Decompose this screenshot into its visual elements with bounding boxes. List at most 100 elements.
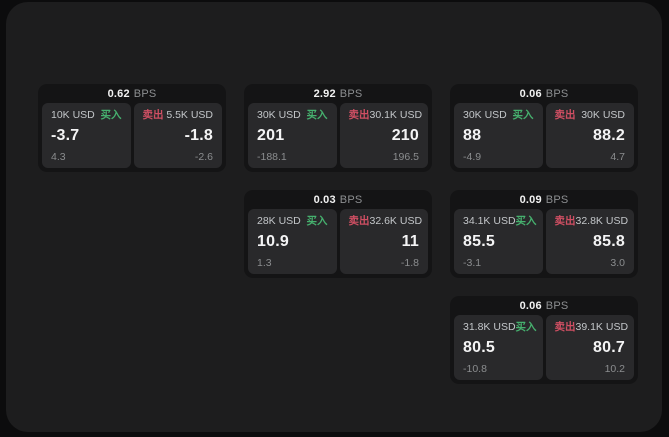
sell-tile-header: 卖出 32.6K USD (348, 215, 423, 227)
sell-delta: 4.7 (610, 150, 625, 163)
sell-side-label: 卖出 (348, 215, 370, 227)
quote-card-grid: 0.62 BPS 10K USD 买入 -3.7 4.3 卖出 5.5K USD… (38, 84, 638, 384)
buy-price: 201 (257, 127, 285, 144)
sell-tile-header: 卖出 30K USD (555, 110, 626, 121)
sell-side-label: 卖出 (142, 109, 164, 121)
trading-panel: 0.62 BPS 10K USD 买入 -3.7 4.3 卖出 5.5K USD… (6, 2, 662, 432)
sell-side-label: 卖出 (554, 215, 576, 227)
buy-price: 10.9 (257, 233, 289, 250)
quote-card-body: 10K USD 买入 -3.7 4.3 卖出 5.5K USD -1.8 -2.… (42, 103, 222, 168)
buy-tile[interactable]: 30K USD 买入 88 -4.9 (454, 103, 543, 168)
sell-amount: 32.8K USD (575, 215, 629, 227)
bps-value: 0.06 (519, 299, 542, 312)
sell-delta: -2.6 (194, 150, 213, 163)
quote-card: 0.09 BPS 34.1K USD 买入 85.5 -3.1 卖出 32.8K… (450, 190, 638, 278)
sell-price: 11 (401, 233, 419, 250)
buy-amount: 30K USD (463, 109, 507, 121)
buy-tile[interactable]: 34.1K USD 买入 85.5 -3.1 (454, 209, 543, 274)
sell-tile-header: 卖出 32.8K USD (554, 215, 629, 227)
bps-unit-label: BPS (133, 87, 157, 100)
bps-unit-label: BPS (339, 87, 363, 100)
quote-card: 0.06 BPS 31.8K USD 买入 80.5 -10.8 卖出 39.1… (450, 296, 638, 384)
sell-price: 210 (391, 127, 419, 144)
sell-tile[interactable]: 卖出 30.1K USD 210 196.5 (339, 103, 428, 168)
sell-amount: 5.5K USD (166, 109, 213, 121)
sell-side-label: 卖出 (554, 321, 576, 333)
sell-amount: 30.1K USD (369, 109, 423, 121)
buy-side-label: 买入 (515, 321, 537, 333)
quote-card-body: 31.8K USD 买入 80.5 -10.8 卖出 39.1K USD 80.… (454, 315, 634, 380)
sell-delta: 10.2 (604, 362, 625, 375)
buy-amount: 30K USD (257, 109, 301, 121)
sell-tile[interactable]: 卖出 32.6K USD 11 -1.8 (339, 209, 428, 274)
bps-value: 2.92 (313, 87, 336, 100)
quote-card-body: 34.1K USD 买入 85.5 -3.1 卖出 32.8K USD 85.8… (454, 209, 634, 274)
sell-side-label: 卖出 (554, 109, 576, 121)
sell-tile[interactable]: 卖出 5.5K USD -1.8 -2.6 (133, 103, 222, 168)
sell-delta: -1.8 (400, 256, 419, 269)
buy-price: 88 (463, 127, 482, 144)
buy-delta: 4.3 (51, 150, 66, 163)
bps-header: 0.03 BPS (248, 190, 428, 209)
bps-value: 0.03 (313, 193, 336, 206)
buy-tile[interactable]: 10K USD 买入 -3.7 4.3 (42, 103, 131, 168)
buy-amount: 31.8K USD (463, 321, 516, 333)
bps-unit-label: BPS (545, 299, 569, 312)
bps-unit-label: BPS (545, 193, 569, 206)
bps-header: 0.06 BPS (454, 296, 634, 315)
sell-tile-header: 卖出 5.5K USD (143, 110, 214, 121)
quote-card-body: 30K USD 买入 88 -4.9 卖出 30K USD 88.2 4.7 (454, 103, 634, 168)
quote-card: 0.03 BPS 28K USD 买入 10.9 1.3 卖出 32.6K US… (244, 190, 432, 278)
buy-amount: 34.1K USD (463, 215, 516, 227)
quote-card-body: 30K USD 买入 201 -188.1 卖出 30.1K USD 210 1… (248, 103, 428, 168)
bps-value: 0.62 (107, 87, 130, 100)
buy-side-label: 买入 (306, 215, 328, 227)
buy-tile[interactable]: 30K USD 买入 201 -188.1 (248, 103, 337, 168)
buy-delta: -3.1 (463, 256, 482, 269)
buy-delta: -4.9 (463, 150, 482, 163)
sell-amount: 39.1K USD (575, 321, 629, 333)
sell-tile-header: 卖出 39.1K USD (554, 321, 629, 333)
sell-price: 85.8 (593, 233, 625, 250)
quote-card: 0.06 BPS 30K USD 买入 88 -4.9 卖出 30K USD 8… (450, 84, 638, 172)
quote-card-body: 28K USD 买入 10.9 1.3 卖出 32.6K USD 11 -1.8 (248, 209, 428, 274)
buy-amount: 10K USD (51, 109, 95, 121)
buy-price: 80.5 (463, 339, 495, 356)
buy-tile-header: 30K USD 买入 (463, 110, 534, 121)
sell-price: 88.2 (593, 127, 625, 144)
sell-price: -1.8 (184, 127, 213, 144)
bps-value: 0.06 (519, 87, 542, 100)
sell-tile[interactable]: 卖出 39.1K USD 80.7 10.2 (545, 315, 634, 380)
bps-unit-label: BPS (339, 193, 363, 206)
bps-header: 0.06 BPS (454, 84, 634, 103)
bps-header: 0.62 BPS (42, 84, 222, 103)
sell-side-label: 卖出 (348, 109, 370, 121)
buy-tile-header: 31.8K USD 买入 (463, 321, 537, 333)
buy-price: -3.7 (51, 127, 80, 144)
buy-side-label: 买入 (515, 215, 537, 227)
buy-tile-header: 30K USD 买入 (257, 110, 328, 121)
sell-amount: 32.6K USD (369, 215, 423, 227)
sell-price: 80.7 (593, 339, 625, 356)
buy-tile-header: 34.1K USD 买入 (463, 215, 537, 227)
buy-side-label: 买入 (512, 109, 534, 121)
sell-tile[interactable]: 卖出 32.8K USD 85.8 3.0 (545, 209, 634, 274)
buy-tile-header: 10K USD 买入 (51, 110, 122, 121)
sell-delta: 3.0 (610, 256, 625, 269)
quote-card: 0.62 BPS 10K USD 买入 -3.7 4.3 卖出 5.5K USD… (38, 84, 226, 172)
bps-header: 2.92 BPS (248, 84, 428, 103)
buy-tile-header: 28K USD 买入 (257, 216, 328, 227)
bps-value: 0.09 (519, 193, 542, 206)
quote-card: 2.92 BPS 30K USD 买入 201 -188.1 卖出 30.1K … (244, 84, 432, 172)
buy-side-label: 买入 (100, 109, 122, 121)
buy-price: 85.5 (463, 233, 495, 250)
buy-tile[interactable]: 31.8K USD 买入 80.5 -10.8 (454, 315, 543, 380)
buy-delta: -188.1 (257, 150, 287, 163)
sell-tile[interactable]: 卖出 30K USD 88.2 4.7 (545, 103, 634, 168)
buy-side-label: 买入 (306, 109, 328, 121)
buy-amount: 28K USD (257, 215, 301, 227)
buy-delta: -10.8 (463, 362, 487, 375)
bps-header: 0.09 BPS (454, 190, 634, 209)
buy-tile[interactable]: 28K USD 买入 10.9 1.3 (248, 209, 337, 274)
sell-delta: 196.5 (392, 150, 419, 163)
